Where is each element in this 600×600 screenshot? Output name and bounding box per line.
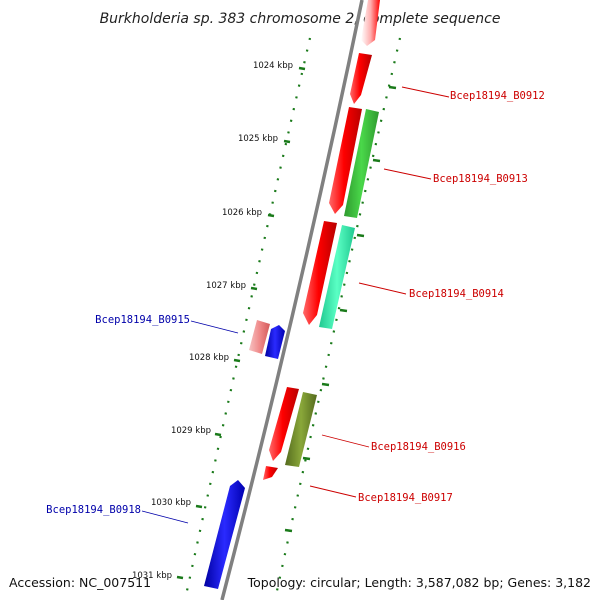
tick xyxy=(195,504,203,509)
gene-bcep18194-b0918[interactable] xyxy=(204,480,245,589)
map-title: Burkholderia sp. 383 chromosome 2, compl… xyxy=(100,11,501,27)
connector-b0916 xyxy=(321,434,370,448)
gene-bcep18194-b0913[interactable] xyxy=(329,107,362,214)
gene-label-b0916[interactable]: Bcep18194_B0916 xyxy=(371,441,466,453)
ruler-label: 1030 kbp xyxy=(151,498,191,508)
ruler-label: 1025 kbp xyxy=(238,134,278,144)
tick xyxy=(321,382,330,387)
gene-top-partial[interactable] xyxy=(361,0,380,46)
gene-label-b0915[interactable]: Bcep18194_B0915 xyxy=(95,314,190,326)
tick xyxy=(356,233,365,238)
connector-b0913 xyxy=(383,168,432,180)
tick xyxy=(250,286,258,291)
inner-major-ticks xyxy=(176,66,306,580)
gene-label-b0917[interactable]: Bcep18194_B0917 xyxy=(358,492,453,504)
gene-bcep18194-b0915[interactable] xyxy=(265,325,285,359)
feature-olive-b0916[interactable] xyxy=(285,392,317,467)
tick xyxy=(267,213,275,218)
tick xyxy=(283,139,291,144)
tick xyxy=(176,575,184,580)
tick xyxy=(298,66,306,71)
ruler-label: 1027 kbp xyxy=(206,281,246,291)
connector-b0914 xyxy=(358,282,407,295)
gene-label-b0912[interactable]: Bcep18194_B0912 xyxy=(450,90,545,102)
ruler-label: 1028 kbp xyxy=(189,353,229,363)
gene-label-b0913[interactable]: Bcep18194_B0913 xyxy=(433,173,528,185)
ruler-label: 1031 kbp xyxy=(132,571,172,581)
outer-major-ticks xyxy=(284,85,397,533)
gene-bcep18194-b0917[interactable] xyxy=(263,466,278,480)
connector-b0912 xyxy=(401,86,450,98)
connector-b0917 xyxy=(309,485,357,498)
accession-text: Accession: NC_007511 xyxy=(9,575,151,590)
tick xyxy=(388,85,397,90)
gene-bcep18194-b0916[interactable] xyxy=(269,387,299,461)
connector-b0918 xyxy=(141,510,189,524)
chromosome-backbone xyxy=(220,0,364,600)
gene-bcep18194-b0912[interactable] xyxy=(350,53,372,104)
topology-text: Topology: circular; Length: 3,587,082 bp… xyxy=(247,575,591,590)
gene-bcep18194-b0915-pink[interactable] xyxy=(249,320,270,354)
feature-teal-b0914[interactable] xyxy=(319,225,355,329)
tick xyxy=(302,456,311,461)
ruler-label: 1024 kbp xyxy=(253,61,293,71)
gene-label-b0914[interactable]: Bcep18194_B0914 xyxy=(409,288,504,300)
gene-label-b0918[interactable]: Bcep18194_B0918 xyxy=(46,504,141,516)
tick xyxy=(372,158,381,163)
tick xyxy=(284,528,293,533)
tick xyxy=(233,358,241,363)
gene-bcep18194-b0914[interactable] xyxy=(303,221,337,325)
ruler-label: 1029 kbp xyxy=(171,426,211,436)
connector-b0915 xyxy=(190,320,239,334)
ruler-label: 1026 kbp xyxy=(222,208,262,218)
tick xyxy=(214,432,222,437)
tick xyxy=(339,308,348,313)
feature-green-b0913[interactable] xyxy=(344,109,379,218)
